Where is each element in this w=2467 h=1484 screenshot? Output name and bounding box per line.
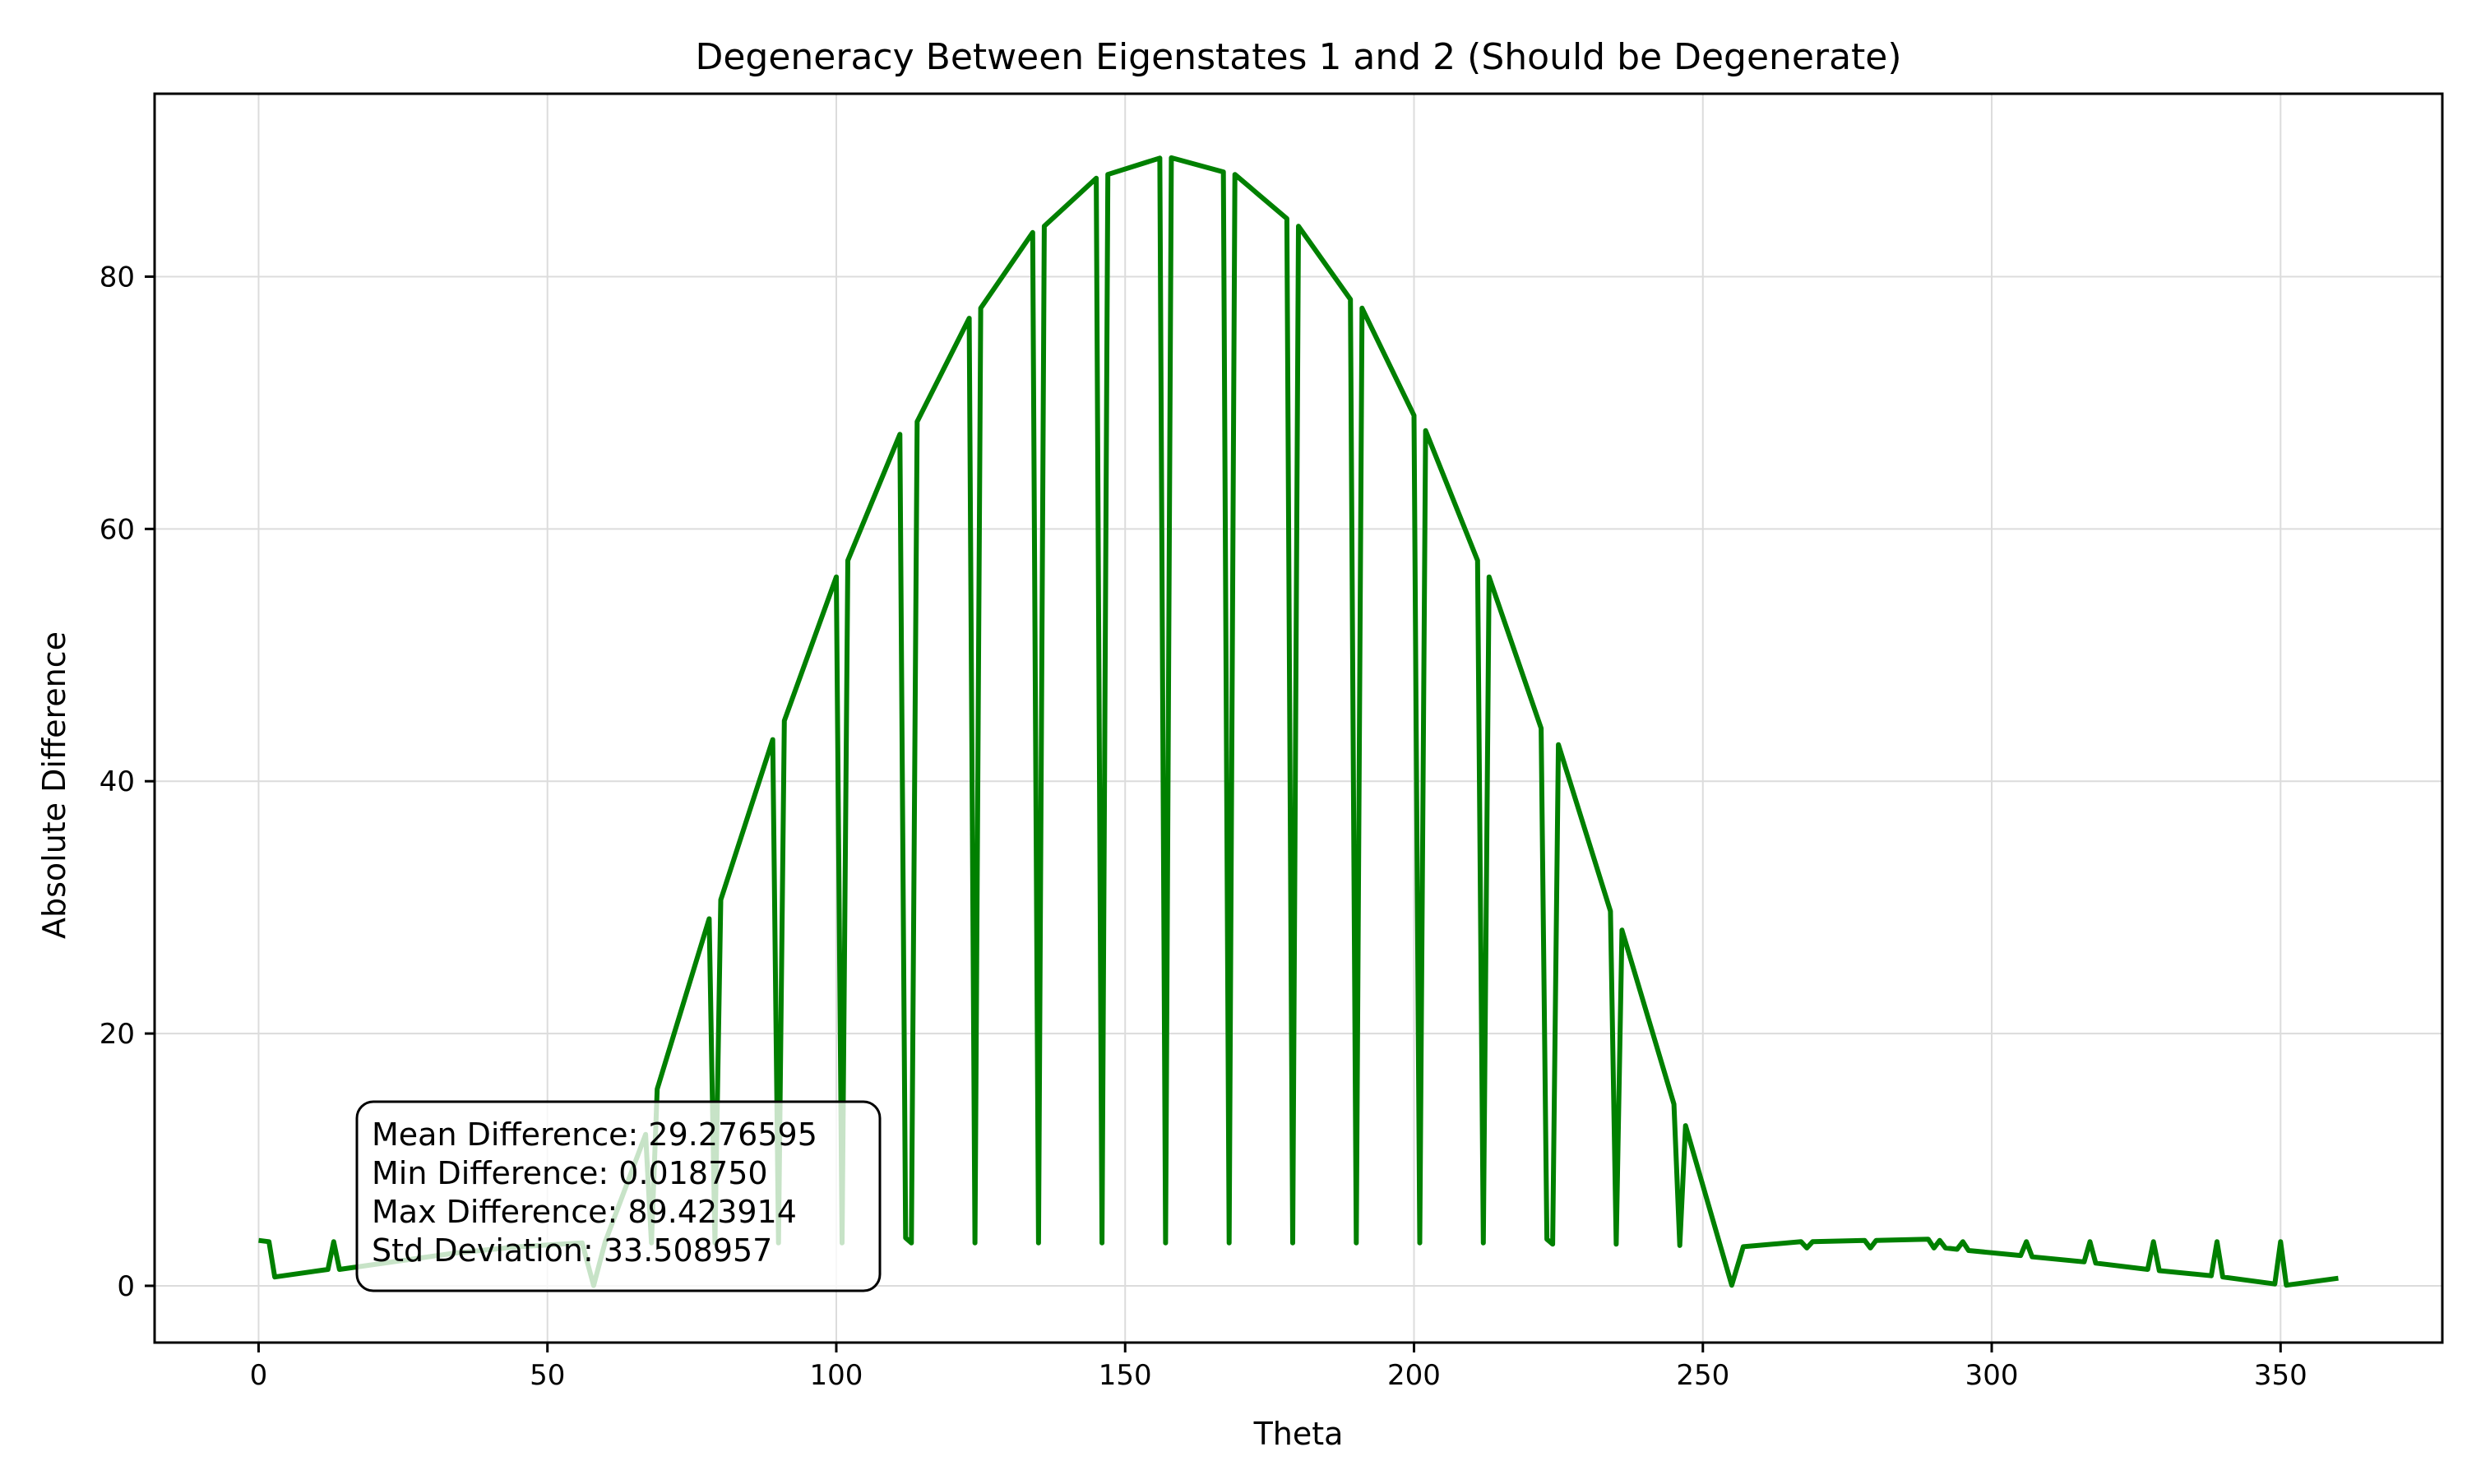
stats-std: Std Deviation: 33.508957 bbox=[372, 1232, 772, 1269]
x-axis-label: Theta bbox=[1253, 1416, 1344, 1452]
series-line bbox=[258, 155, 2339, 1288]
y-tick-label: 60 bbox=[100, 513, 135, 546]
y-tick-label: 80 bbox=[100, 261, 135, 294]
x-tick-label: 250 bbox=[1676, 1359, 1729, 1392]
stats-annotation-box: Mean Difference: 29.276595 Min Differenc… bbox=[355, 1100, 882, 1292]
y-tick-label: 40 bbox=[100, 765, 135, 798]
x-tick-label: 100 bbox=[810, 1359, 863, 1392]
x-tick-label: 0 bbox=[250, 1359, 268, 1392]
x-tick-label: 150 bbox=[1099, 1359, 1152, 1392]
x-tick-label: 50 bbox=[530, 1359, 565, 1392]
x-tick-label: 300 bbox=[1965, 1359, 2019, 1392]
chart-title: Degeneracy Between Eigenstates 1 and 2 (… bbox=[695, 36, 1901, 78]
y-axis-label: Absolute Difference bbox=[36, 631, 72, 939]
stats-min: Min Difference: 0.018750 bbox=[372, 1155, 768, 1191]
axes: 0 50 100 150 200 250 300 350 0 20 40 60 80 bbox=[100, 92, 2444, 1392]
y-tick-label: 0 bbox=[117, 1270, 135, 1303]
plot-area bbox=[258, 155, 2339, 1288]
axes-frame bbox=[153, 92, 2444, 1344]
y-tick-label: 20 bbox=[100, 1018, 135, 1051]
x-tick-label: 350 bbox=[2254, 1359, 2307, 1392]
stats-max: Max Difference: 89.423914 bbox=[372, 1194, 797, 1230]
stats-box-frame bbox=[355, 1100, 882, 1292]
x-tick-label: 200 bbox=[1387, 1359, 1441, 1392]
stats-mean: Mean Difference: 29.276595 bbox=[372, 1116, 817, 1153]
